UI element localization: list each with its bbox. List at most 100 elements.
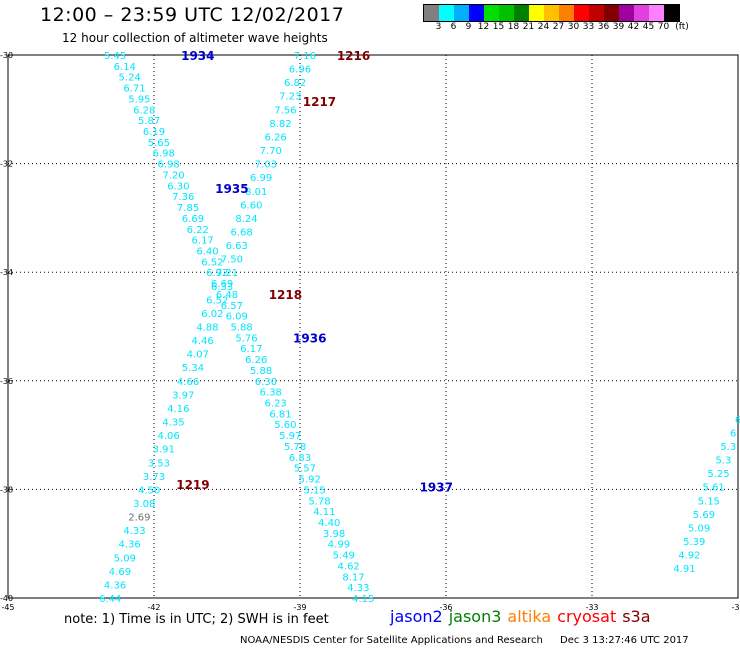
wave-height-value: 3.53 — [148, 458, 170, 469]
legend-label: (ft) — [675, 22, 689, 32]
wave-height-value: 4.35 — [162, 418, 184, 429]
wave-height-value: 8.17 — [342, 572, 364, 583]
legend-swatch — [499, 5, 514, 21]
wave-height-value: 6.60 — [240, 200, 262, 211]
wave-height-value: 4.33 — [347, 583, 369, 594]
pass-time-label: 1216 — [337, 49, 370, 63]
wave-height-value: 5.25 — [707, 469, 729, 480]
pass-time-label: 1218 — [269, 288, 302, 302]
legend-label: 15 — [492, 22, 505, 32]
color-scale-labels: 3 6 9 12 15 18 21 24 27 30 33 36 39 42 45 70 (ft) — [431, 22, 693, 32]
wave-height-value: 6.22 — [187, 225, 209, 236]
lon-tick-label: -33 — [585, 603, 598, 612]
wave-height-value: 6.68 — [230, 227, 252, 238]
lat-tick-label: -30 — [0, 51, 13, 60]
map-subtitle: 12 hour collection of altimeter wave hei… — [62, 31, 328, 45]
wave-height-value: 6.98 — [153, 149, 175, 160]
wave-height-value: 7.03 — [255, 160, 277, 171]
map-title: 12:00 – 23:59 UTC 12/02/2017 — [40, 4, 345, 26]
legend-swatch — [469, 5, 484, 21]
lon-tick-label: -45 — [1, 603, 14, 612]
wave-height-value: 5.69 — [693, 510, 715, 521]
lat-tick-label: -36 — [0, 377, 13, 386]
wave-height-value: 3.91 — [153, 445, 175, 456]
legend-swatch — [604, 5, 619, 21]
wave-height-value: 5.45 — [104, 51, 126, 62]
wave-height-value: 4.36 — [119, 540, 141, 551]
wave-height-value: 7.70 — [260, 146, 282, 157]
legend-swatch — [664, 5, 679, 21]
wave-height-value: 5.95 — [128, 94, 150, 105]
color-scale-legend — [423, 4, 680, 22]
wave-height-value: 5.09 — [688, 523, 710, 534]
wave-height-value: 6.17 — [192, 236, 214, 247]
wave-height-value: 4.33 — [123, 526, 145, 537]
legend-swatch — [544, 5, 559, 21]
wave-height-value: 6.30 — [167, 181, 189, 192]
wave-height-value: 7.23 — [279, 92, 301, 103]
wave-height-value: 6.82 — [284, 78, 306, 89]
wave-height-value: 5.24 — [119, 73, 141, 84]
wave-height-value: 5.15 — [303, 485, 325, 496]
legend-label: 45 — [642, 22, 655, 32]
legend-label: 18 — [507, 22, 520, 32]
wave-height-value: 5.09 — [114, 553, 136, 564]
wave-height-value: 2.69 — [128, 513, 150, 524]
wave-height-value: 7.36 — [172, 192, 194, 203]
legend-label: 30 — [567, 22, 580, 32]
legend-label: 12 — [477, 22, 490, 32]
wave-height-value: 3.97 — [172, 390, 194, 401]
wave-height-value: 8.24 — [235, 214, 257, 225]
legend-swatch — [574, 5, 589, 21]
legend-swatch — [424, 5, 439, 21]
wave-height-value: 6.09 — [226, 312, 248, 323]
wave-height-value: 6.69 — [211, 279, 233, 290]
pass-time-label: 1934 — [181, 49, 214, 63]
wave-height-value: 6 — [730, 428, 736, 439]
wave-height-value: 3.08 — [133, 499, 155, 510]
wave-height-value: 4.91 — [673, 564, 695, 575]
wave-height-value: 4.11 — [313, 507, 335, 518]
satellite-s3a: s3a — [622, 607, 651, 626]
wave-height-value: 6.63 — [226, 241, 248, 252]
wave-height-value: 5.78 — [284, 442, 306, 453]
wave-height-value: 6.33 — [211, 282, 233, 293]
wave-height-value: 4.46 — [192, 336, 214, 347]
satellite-altika: altika — [507, 607, 552, 626]
wave-height-value: 6.69 — [182, 214, 204, 225]
wave-height-value: 5.92 — [299, 475, 321, 486]
wave-height-value: 6.19 — [143, 127, 165, 138]
wave-height-value: 5.88 — [230, 323, 252, 334]
footer-timestamp: Dec 3 13:27:46 UTC 2017 — [560, 635, 689, 646]
legend-label: 33 — [582, 22, 595, 32]
wave-height-value: 5.88 — [250, 366, 272, 377]
footer-center: NOAA/NESDIS Center for Satellite Applica… — [240, 635, 543, 646]
wave-height-value: 6.30 — [255, 377, 277, 388]
wave-height-value: 6.52 — [206, 295, 228, 306]
wave-height-value: 6.28 — [133, 105, 155, 116]
wave-height-value: 6.48 — [216, 290, 238, 301]
legend-label: 42 — [627, 22, 640, 32]
lat-tick-label: -40 — [0, 594, 13, 603]
wave-height-value: 4.62 — [338, 561, 360, 572]
wave-height-value: 6.44 — [99, 594, 121, 605]
legend-swatch — [529, 5, 544, 21]
wave-height-value: 5.60 — [274, 420, 296, 431]
map-frame — [7, 54, 739, 599]
wave-height-value: 6.99 — [250, 173, 272, 184]
lon-tick-label: -30 — [731, 603, 740, 612]
legend-swatch — [514, 5, 529, 21]
wave-height-value: 3.98 — [323, 529, 345, 540]
wave-height-value: 4.15 — [352, 594, 374, 605]
pass-time-label: 1217 — [303, 95, 336, 109]
wave-height-value: 7.50 — [221, 255, 243, 266]
legend-swatch — [439, 5, 454, 21]
legend-label: 70 — [657, 22, 670, 32]
lon-tick-label: -36 — [439, 603, 452, 612]
wave-height-value: 4.92 — [678, 551, 700, 562]
pass-time-label: 1935 — [215, 182, 248, 196]
satellite-legend: jason2 jason3 altika cryosat s3a — [390, 607, 657, 626]
wave-height-value: 4.88 — [196, 323, 218, 334]
wave-height-value: 5.3 — [720, 442, 736, 453]
wave-height-value: 6.52 — [201, 257, 223, 268]
